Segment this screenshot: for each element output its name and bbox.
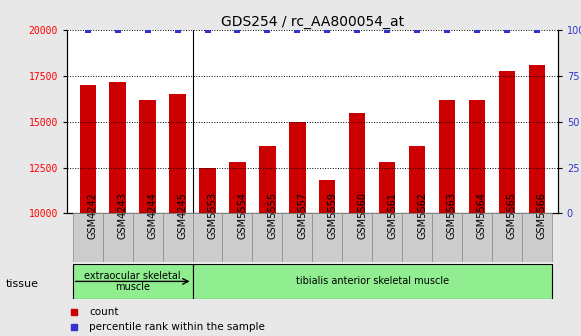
Text: GSM5553: GSM5553 (207, 192, 217, 239)
Point (113, 28, 123, 33)
Bar (139, 100, 156, 213)
Bar (492, 213, 522, 262)
Bar (379, 162, 395, 213)
Text: count: count (89, 307, 119, 317)
Point (263, 28, 272, 33)
Bar (372, 213, 402, 262)
Bar (73, 213, 103, 262)
Bar (432, 213, 462, 262)
Bar (103, 213, 132, 262)
Point (322, 28, 332, 33)
Bar (192, 264, 552, 299)
Text: GSM4242: GSM4242 (88, 192, 98, 239)
Point (532, 28, 541, 33)
Point (233, 28, 242, 33)
Bar (498, 71, 515, 213)
Bar (259, 145, 275, 213)
Text: GSM5559: GSM5559 (327, 192, 337, 239)
Bar (439, 100, 456, 213)
Bar (529, 65, 545, 213)
Text: GSM5561: GSM5561 (387, 192, 397, 239)
Bar (80, 85, 96, 213)
Point (382, 28, 392, 33)
Bar (163, 213, 192, 262)
Bar (522, 213, 552, 262)
Text: GSM5565: GSM5565 (507, 192, 517, 239)
Bar (73, 264, 192, 299)
Bar (199, 168, 216, 213)
Point (70, 324, 79, 329)
Text: extraocular skeletal
muscle: extraocular skeletal muscle (84, 270, 181, 292)
Point (442, 28, 451, 33)
Point (143, 28, 152, 33)
Bar (319, 180, 335, 213)
Text: GSM5566: GSM5566 (537, 192, 547, 239)
Bar (252, 213, 282, 262)
Point (472, 28, 482, 33)
Bar (469, 100, 485, 213)
Text: percentile rank within the sample: percentile rank within the sample (89, 322, 265, 332)
Bar (402, 213, 432, 262)
Text: tissue: tissue (6, 279, 39, 289)
Bar (132, 213, 163, 262)
Bar (462, 213, 492, 262)
Bar (409, 145, 425, 213)
Text: GSM5560: GSM5560 (357, 192, 367, 239)
Bar (223, 213, 252, 262)
Point (83, 28, 92, 33)
Title: GDS254 / rc_AA800054_at: GDS254 / rc_AA800054_at (221, 15, 404, 29)
Text: GSM4244: GSM4244 (148, 193, 157, 239)
Bar (282, 213, 313, 262)
Text: GSM4245: GSM4245 (178, 192, 188, 239)
Point (70, 309, 79, 314)
Text: GSM4243: GSM4243 (118, 193, 128, 239)
Bar (349, 113, 365, 213)
Point (353, 28, 362, 33)
Point (413, 28, 422, 33)
Bar (169, 94, 186, 213)
Text: GSM5555: GSM5555 (267, 192, 277, 239)
Text: GSM5564: GSM5564 (477, 192, 487, 239)
Point (173, 28, 182, 33)
Text: GSM5562: GSM5562 (417, 192, 427, 239)
Bar (109, 82, 126, 213)
Point (293, 28, 302, 33)
Bar (313, 213, 342, 262)
Point (203, 28, 212, 33)
Text: tibialis anterior skeletal muscle: tibialis anterior skeletal muscle (296, 277, 449, 286)
Text: GSM5557: GSM5557 (297, 192, 307, 239)
Text: GSM5563: GSM5563 (447, 192, 457, 239)
Point (502, 28, 511, 33)
Text: GSM5554: GSM5554 (238, 192, 248, 239)
Bar (342, 213, 372, 262)
Bar (229, 162, 246, 213)
Bar (192, 213, 223, 262)
Bar (289, 122, 306, 213)
